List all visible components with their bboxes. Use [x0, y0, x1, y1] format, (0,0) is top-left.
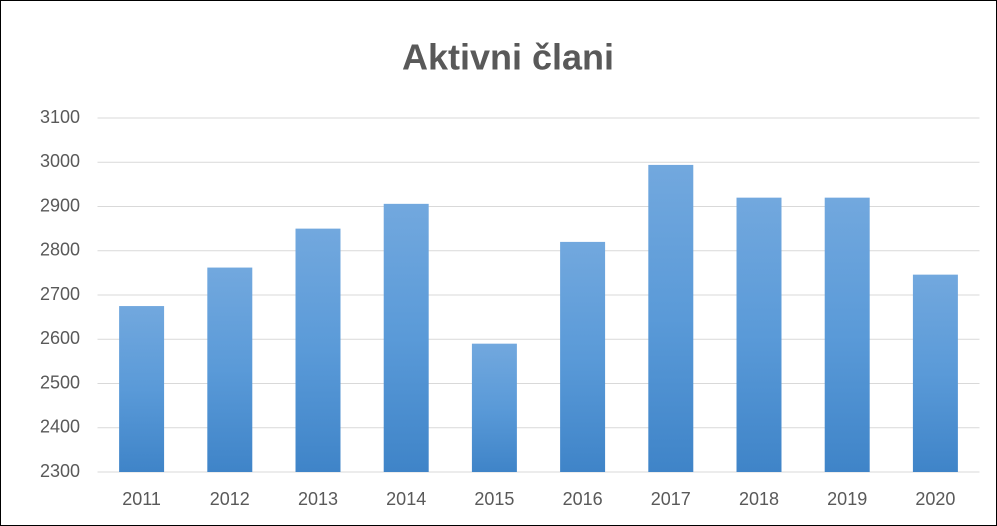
y-tick-label: 3100 — [40, 107, 80, 127]
x-tick-label: 2020 — [915, 489, 955, 509]
y-tick-label: 3000 — [40, 151, 80, 171]
bar — [560, 241, 606, 472]
bar — [736, 197, 782, 472]
x-tick-label: 2011 — [122, 489, 161, 509]
x-tick-label: 2019 — [827, 489, 867, 509]
y-tick-label: 2600 — [40, 328, 80, 348]
y-tick-label: 2300 — [40, 461, 80, 481]
bar — [912, 274, 958, 472]
x-tick-label: 2017 — [651, 489, 691, 509]
y-tick-label: 2800 — [40, 240, 80, 260]
bar — [119, 306, 165, 472]
bar — [824, 197, 870, 472]
bar — [471, 343, 517, 472]
x-tick-label: 2013 — [298, 489, 338, 509]
x-tick-label: 2014 — [386, 489, 426, 509]
bar — [207, 267, 253, 472]
y-tick-label: 2700 — [40, 284, 80, 304]
x-tick-label: 2012 — [210, 489, 250, 509]
x-tick-label: 2015 — [474, 489, 514, 509]
bar — [295, 228, 341, 472]
bar — [648, 164, 694, 472]
y-tick-label: 2400 — [40, 417, 80, 437]
x-tick-label: 2018 — [739, 489, 779, 509]
y-tick-label: 2500 — [40, 372, 80, 392]
x-tick-label: 2016 — [563, 489, 603, 509]
bar — [383, 203, 429, 472]
chart-title: Aktivni člani — [402, 37, 614, 78]
y-tick-label: 2900 — [40, 195, 80, 215]
